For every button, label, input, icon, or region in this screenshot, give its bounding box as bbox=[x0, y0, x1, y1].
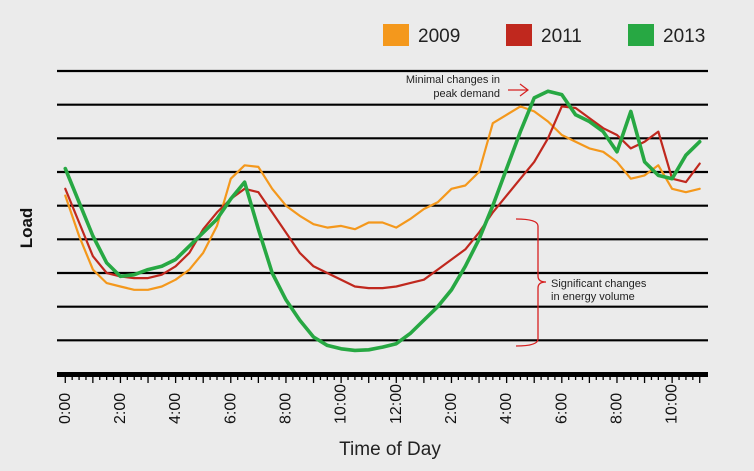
x-tick-label: 8:00 bbox=[277, 393, 294, 424]
x-axis bbox=[57, 372, 708, 383]
annotation-volume-line-2: in energy volume bbox=[551, 291, 635, 303]
annotation-peak-line-1: Minimal changes in bbox=[406, 74, 500, 86]
x-tick-label: 8:00 bbox=[608, 393, 625, 424]
legend-swatch-2013 bbox=[628, 24, 654, 46]
series-lines bbox=[63, 89, 702, 353]
x-tick-label: 6:00 bbox=[553, 393, 570, 424]
y-axis-label: Load bbox=[17, 208, 36, 249]
legend-swatch-2009 bbox=[383, 24, 409, 46]
x-tick-label: 2:00 bbox=[112, 393, 129, 424]
legend-label-2011: 2011 bbox=[541, 26, 582, 47]
legend-label-2013: 2013 bbox=[663, 26, 705, 47]
annotation-peak-line-2: peak demand bbox=[433, 88, 500, 100]
x-tick-label: 10:00 bbox=[333, 384, 350, 424]
x-tick-label: 2:00 bbox=[443, 393, 460, 424]
x-tick-label: 0:00 bbox=[57, 393, 74, 424]
annotation-peak-demand: Minimal changes in peak demand bbox=[406, 74, 529, 100]
series-line-2009 bbox=[64, 105, 701, 291]
x-tick-labels: 0:00 2:00 4:00 6:00 8:00 10:00 12:00 2:00 4:00 6:… bbox=[57, 384, 681, 424]
x-axis-label: Time of Day bbox=[339, 439, 441, 460]
series-line-2013 bbox=[63, 89, 702, 353]
x-tick-label: 4:00 bbox=[498, 393, 515, 424]
legend-swatch-2011 bbox=[506, 24, 532, 46]
x-tick-label: 12:00 bbox=[388, 384, 405, 424]
x-axis-bar bbox=[57, 372, 708, 377]
annotation-volume-line-1: Significant changes bbox=[551, 278, 647, 290]
series-line-2011 bbox=[64, 105, 701, 290]
x-tick-label: 10:00 bbox=[664, 384, 681, 424]
annotation-volume-bracket bbox=[515, 218, 547, 347]
annotation-peak-arrow-head bbox=[519, 83, 529, 97]
x-tick-label: 6:00 bbox=[222, 393, 239, 424]
legend: 2009 2011 2013 bbox=[383, 24, 705, 47]
legend-label-2009: 2009 bbox=[418, 26, 460, 47]
x-tick-label: 4:00 bbox=[167, 393, 184, 424]
annotation-energy-volume: Significant changes in energy volume bbox=[515, 218, 647, 347]
